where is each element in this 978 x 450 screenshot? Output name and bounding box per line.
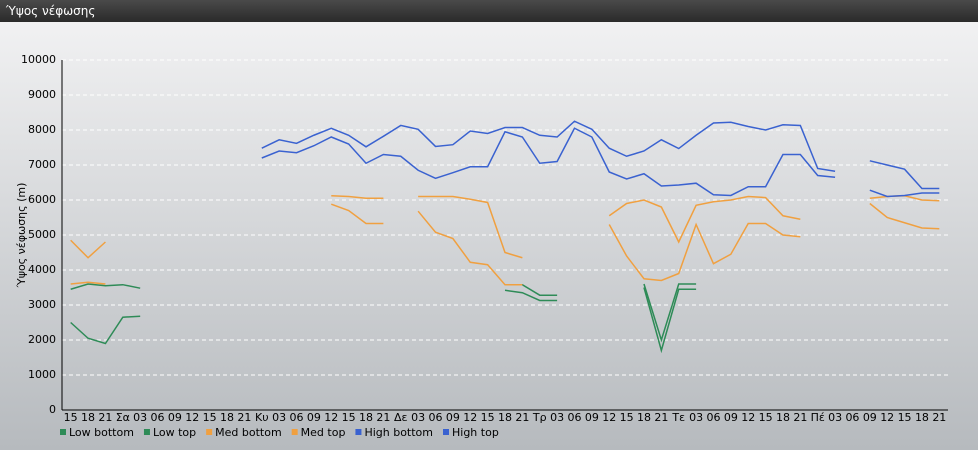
series-line — [70, 195, 940, 259]
x-tick-label: 18 — [776, 411, 790, 424]
x-tick-label: 18 — [915, 411, 929, 424]
series-line — [70, 287, 697, 354]
legend-label: Med bottom — [215, 426, 282, 439]
x-tick-label: Σα — [116, 411, 130, 424]
x-tick-label: Κυ — [255, 411, 269, 424]
x-tick-label: 06 — [567, 411, 581, 424]
legend-swatch — [206, 429, 213, 435]
series-line — [261, 127, 940, 198]
x-tick-label: 12 — [185, 411, 199, 424]
series-line — [70, 202, 940, 286]
x-tick-label: 12 — [602, 411, 616, 424]
x-tick-label: 06 — [151, 411, 165, 424]
y-tick-label: 10000 — [21, 53, 56, 66]
x-tick-label: 21 — [654, 411, 668, 424]
series-line — [70, 283, 697, 343]
x-tick-label: 18 — [220, 411, 234, 424]
legend-swatch — [143, 429, 150, 435]
x-tick-label: 03 — [133, 411, 147, 424]
x-tick-label: 21 — [237, 411, 251, 424]
legend-label: High bottom — [364, 426, 433, 439]
y-tick-label: 8000 — [28, 123, 56, 136]
x-tick-label: 03 — [411, 411, 425, 424]
x-tick-label: 21 — [515, 411, 529, 424]
x-tick-label: 12 — [741, 411, 755, 424]
x-tick-label: 18 — [498, 411, 512, 424]
x-tick-label: 18 — [81, 411, 95, 424]
y-tick-label: 1000 — [28, 368, 56, 381]
x-tick-label: 18 — [359, 411, 373, 424]
x-tick-label: 12 — [463, 411, 477, 424]
y-axis-label: Ύψος νέφωσης (m) — [15, 183, 28, 289]
legend-swatch — [355, 429, 362, 435]
legend-swatch — [291, 429, 298, 435]
y-tick-label: 7000 — [28, 158, 56, 171]
x-tick-label: 03 — [550, 411, 564, 424]
legend-label: Low top — [153, 426, 196, 439]
x-tick-label: 09 — [446, 411, 460, 424]
x-tick-label: 09 — [168, 411, 182, 424]
x-tick-label: Πέ — [811, 411, 825, 424]
legend-label: Med top — [301, 426, 346, 439]
x-tick-label: 12 — [880, 411, 894, 424]
y-tick-label: 6000 — [28, 193, 56, 206]
legend-swatch — [443, 429, 449, 435]
window-title: Ύψος νέφωσης — [0, 0, 978, 22]
x-tick-label: 15 — [342, 411, 356, 424]
x-tick-label: Δε — [394, 411, 408, 424]
x-tick-label: 15 — [898, 411, 912, 424]
x-tick-label: 18 — [637, 411, 651, 424]
legend-label: Low bottom — [69, 426, 134, 439]
x-tick-label: 15 — [620, 411, 634, 424]
x-tick-label: 21 — [932, 411, 946, 424]
y-tick-label: 2000 — [28, 333, 56, 346]
x-tick-label: 21 — [793, 411, 807, 424]
x-tick-label: 06 — [429, 411, 443, 424]
x-tick-label: 09 — [585, 411, 599, 424]
x-tick-label: 06 — [290, 411, 304, 424]
x-tick-label: 09 — [724, 411, 738, 424]
y-tick-label: 9000 — [28, 88, 56, 101]
x-tick-label: 12 — [324, 411, 338, 424]
x-tick-label: 06 — [845, 411, 859, 424]
y-tick-label: 3000 — [28, 298, 56, 311]
x-tick-label: 09 — [863, 411, 877, 424]
legend-label: High top — [452, 426, 499, 439]
x-tick-label: 21 — [98, 411, 112, 424]
x-tick-label: 21 — [376, 411, 390, 424]
x-tick-label: 03 — [828, 411, 842, 424]
x-tick-label: 03 — [689, 411, 703, 424]
x-tick-label: 15 — [759, 411, 773, 424]
x-tick-label: 09 — [307, 411, 321, 424]
x-tick-label: Τρ — [532, 411, 547, 424]
x-tick-label: 15 — [203, 411, 217, 424]
x-tick-label: 03 — [272, 411, 286, 424]
x-tick-label: 15 — [481, 411, 495, 424]
x-tick-label: 15 — [64, 411, 78, 424]
y-tick-label: 5000 — [28, 228, 56, 241]
y-tick-label: 0 — [49, 403, 56, 416]
series-line — [261, 120, 940, 190]
x-tick-label: 06 — [706, 411, 720, 424]
x-tick-label: Τε — [671, 411, 685, 424]
legend-swatch — [60, 429, 66, 435]
y-tick-label: 4000 — [28, 263, 56, 276]
